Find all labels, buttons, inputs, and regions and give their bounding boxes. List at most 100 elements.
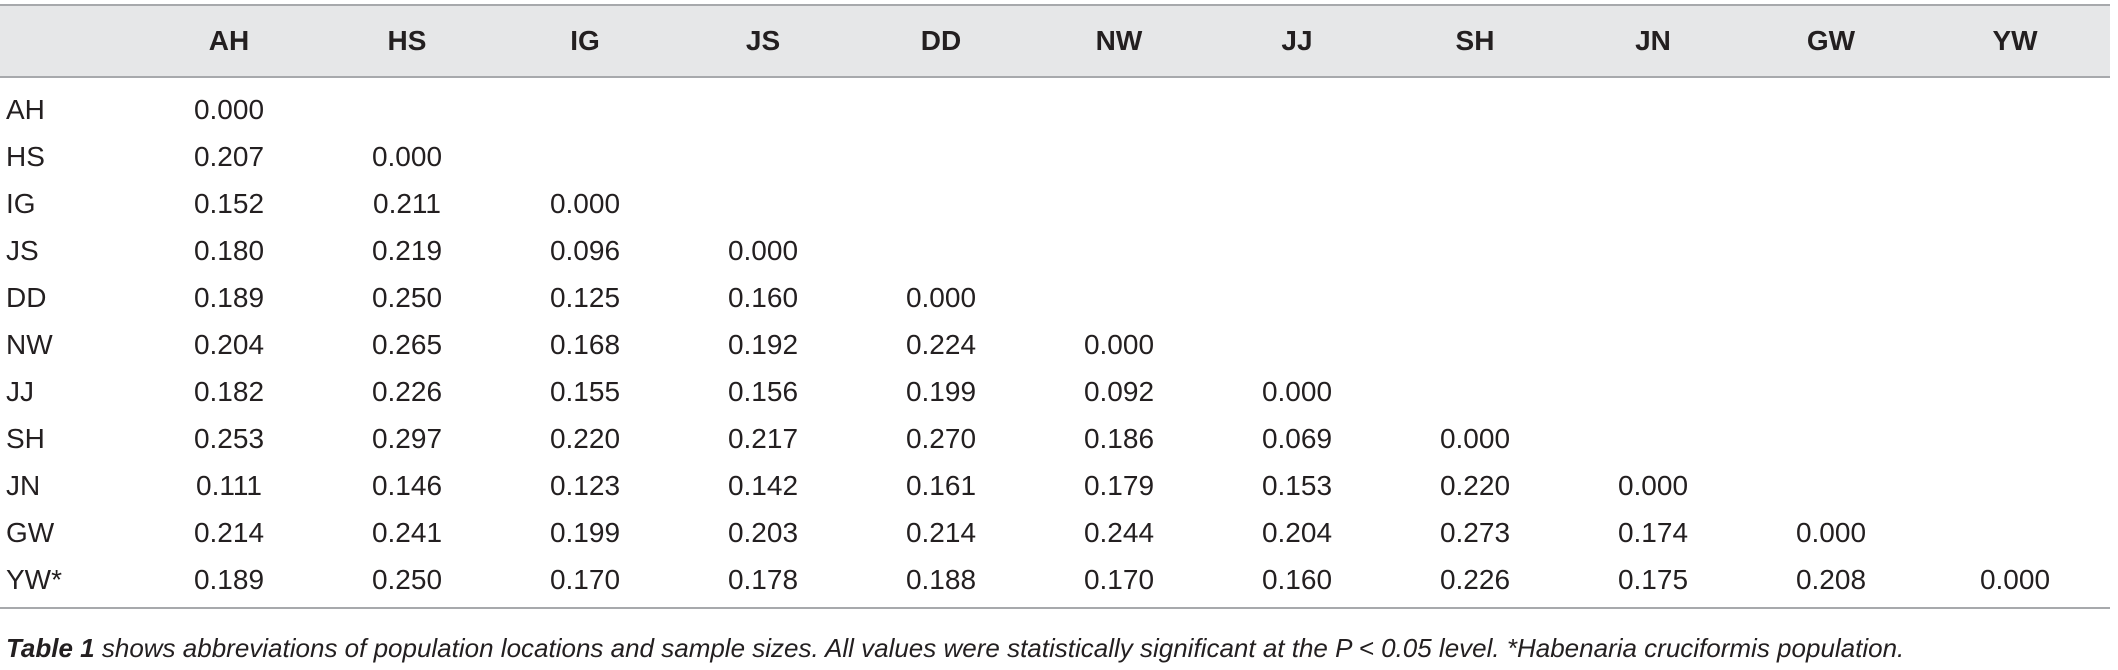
table-cell: 0.189 xyxy=(193,281,265,313)
empty-cell xyxy=(1742,274,1920,321)
table-cell: 0.204 xyxy=(193,328,265,360)
empty-cell xyxy=(1742,77,1920,133)
empty-cell xyxy=(674,133,852,180)
table-row: JN 0.111 0.146 0.123 0.142 0.161 0.179 0.153 0.2… xyxy=(0,462,2110,509)
table-footnote: Table 1 shows abbreviations of populatio… xyxy=(6,633,1904,664)
table-cell: 0.211 xyxy=(373,187,441,219)
table-cell: 0.203 xyxy=(727,516,799,548)
table-cell: 0.155 xyxy=(549,375,621,407)
row-label: JS xyxy=(6,234,39,266)
table-cell: 0.265 xyxy=(371,328,443,360)
column-header: JJ xyxy=(1281,25,1313,56)
empty-cell xyxy=(674,77,852,133)
empty-cell xyxy=(1386,368,1564,415)
table-cell: 0.000 xyxy=(371,140,443,172)
empty-cell xyxy=(318,77,496,133)
empty-cell xyxy=(1030,133,1208,180)
column-header: YW xyxy=(1992,25,2038,56)
table-cell: 0.000 xyxy=(1795,516,1867,548)
empty-cell xyxy=(1386,77,1564,133)
row-label: DD xyxy=(6,281,47,313)
empty-cell xyxy=(1920,509,2110,556)
column-header: NW xyxy=(1095,25,1143,56)
empty-cell xyxy=(1208,180,1386,227)
empty-cell xyxy=(1386,321,1564,368)
table-cell: 0.214 xyxy=(193,516,265,548)
empty-cell xyxy=(1030,180,1208,227)
empty-cell xyxy=(1564,180,1742,227)
table-cell: 0.250 xyxy=(371,281,443,313)
table-row: GW 0.214 0.241 0.199 0.203 0.214 0.244 0.204 0.2… xyxy=(0,509,2110,556)
table-cell: 0.170 xyxy=(496,556,674,609)
empty-cell xyxy=(1030,274,1208,321)
table-cell: 0.000 xyxy=(1083,328,1155,360)
empty-cell xyxy=(1030,227,1208,274)
empty-cell xyxy=(496,77,674,133)
empty-cell xyxy=(1920,180,2110,227)
table-cell: 0.000 xyxy=(1920,556,2110,609)
table-cell: 0.270 xyxy=(905,422,977,454)
row-label: IG xyxy=(6,187,36,219)
table-cell: 0.096 xyxy=(549,234,621,266)
column-header: SH xyxy=(1455,25,1495,56)
empty-cell xyxy=(1208,274,1386,321)
table-cell: 0.161 xyxy=(905,469,977,501)
table-row: SH 0.253 0.297 0.220 0.217 0.270 0.186 0.069 0.0… xyxy=(0,415,2110,462)
table-cell: 0.168 xyxy=(549,328,621,360)
table-cell: 0.174 xyxy=(1617,516,1689,548)
table-cell: 0.000 xyxy=(1261,375,1333,407)
empty-cell xyxy=(1386,133,1564,180)
empty-cell xyxy=(852,133,1030,180)
empty-cell xyxy=(1742,462,1920,509)
table-cell: 0.244 xyxy=(1083,516,1155,548)
empty-cell xyxy=(1920,133,2110,180)
table-cell: 0.069 xyxy=(1261,422,1333,454)
table-cell: 0.000 xyxy=(1617,469,1689,501)
table-cell: 0.152 xyxy=(193,187,265,219)
table-cell: 0.178 xyxy=(674,556,852,609)
table-cell: 0.217 xyxy=(727,422,799,454)
table-body: AH 0.000 HS 0.207 0.000 IG 0.152 0.211 0.000 JS 0.… xyxy=(0,77,2110,609)
column-header: GW xyxy=(1806,25,1856,56)
row-label: JN xyxy=(6,469,41,501)
table-row: NW 0.204 0.265 0.168 0.192 0.224 0.000 xyxy=(0,321,2110,368)
table-cell: 0.000 xyxy=(1439,422,1511,454)
empty-cell xyxy=(1564,77,1742,133)
table-cell: 0.180 xyxy=(193,234,265,266)
header-row: AH HS IG JS DD NW JJ SH JN GW YW xyxy=(0,5,2110,77)
table-cell: 0.208 xyxy=(1742,556,1920,609)
table-cell: 0.253 xyxy=(193,422,265,454)
row-label: AH xyxy=(6,93,45,125)
table-cell: 0.220 xyxy=(1439,469,1511,501)
empty-cell xyxy=(1742,227,1920,274)
table-cell: 0.224 xyxy=(905,328,977,360)
empty-cell xyxy=(1920,274,2110,321)
table-cell: 0.226 xyxy=(371,375,443,407)
table-cell: 0.000 xyxy=(905,281,977,313)
column-header: JN xyxy=(1635,25,1671,56)
empty-cell xyxy=(852,227,1030,274)
table-cell: 0.226 xyxy=(1386,556,1564,609)
table-cell: 0.186 xyxy=(1083,422,1155,454)
column-header: AH xyxy=(208,25,250,56)
empty-cell xyxy=(1920,415,2110,462)
table-row: IG 0.152 0.211 0.000 xyxy=(0,180,2110,227)
empty-cell xyxy=(1920,368,2110,415)
empty-cell xyxy=(1386,274,1564,321)
table-cell: 0.214 xyxy=(905,516,977,548)
row-label: GW xyxy=(6,516,55,548)
table-cell: 0.188 xyxy=(852,556,1030,609)
empty-cell xyxy=(1742,368,1920,415)
table-header: AH HS IG JS DD NW JJ SH JN GW YW xyxy=(0,5,2110,77)
table-row: AH 0.000 xyxy=(0,77,2110,133)
empty-cell xyxy=(1030,77,1208,133)
empty-cell xyxy=(852,77,1030,133)
row-label: HS xyxy=(6,140,45,172)
empty-cell xyxy=(1920,321,2110,368)
empty-cell xyxy=(1920,462,2110,509)
table-cell: 0.219 xyxy=(371,234,443,266)
table-cell: 0.250 xyxy=(318,556,496,609)
empty-cell xyxy=(1564,321,1742,368)
table-cell: 0.189 xyxy=(140,556,318,609)
